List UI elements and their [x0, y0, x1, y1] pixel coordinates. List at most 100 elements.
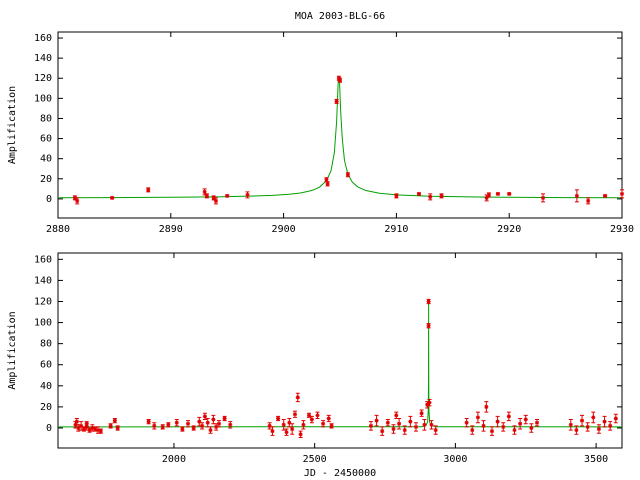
data-point: [301, 422, 306, 427]
y-tick-label: 40: [40, 381, 52, 392]
data-point: [484, 404, 489, 409]
y-tick-label: 20: [40, 174, 52, 185]
data-point: [486, 192, 491, 197]
data-point: [160, 424, 165, 429]
data-point: [222, 416, 227, 421]
data-point: [325, 181, 330, 186]
data-point: [439, 193, 444, 198]
data-point: [481, 423, 486, 428]
data-point: [211, 417, 216, 422]
data-point: [290, 427, 295, 432]
data-point: [228, 422, 233, 427]
data-point: [402, 428, 407, 433]
y-tick-label: 40: [40, 154, 52, 165]
data-point: [329, 423, 334, 428]
x-tick-label: 2930: [610, 224, 634, 235]
data-point: [324, 177, 329, 182]
data-point: [596, 427, 601, 432]
x-tick-label: 2900: [272, 224, 296, 235]
data-point: [315, 413, 320, 418]
data-point: [180, 427, 185, 432]
data-point: [427, 400, 432, 405]
y-tick-label: 0: [46, 423, 52, 434]
x-tick-label: 2890: [159, 224, 183, 235]
data-point: [470, 428, 475, 433]
y-tick-label: 60: [40, 360, 52, 371]
data-point: [152, 423, 157, 428]
data-point: [166, 422, 171, 427]
y-tick-label: 140: [34, 53, 52, 64]
data-point: [374, 418, 379, 423]
data-point: [208, 428, 213, 433]
data-point: [422, 422, 427, 427]
data-point: [529, 425, 534, 430]
y-tick-label: 120: [34, 296, 52, 307]
data-point: [512, 428, 517, 433]
model-curve: [58, 301, 622, 428]
data-point: [84, 421, 89, 426]
data-point: [281, 422, 286, 427]
y-tick-label: 80: [40, 339, 52, 350]
x-tick-label: 2000: [162, 454, 186, 465]
data-point: [326, 416, 331, 421]
data-point: [574, 428, 579, 433]
y-axis-label: Amplification: [7, 311, 18, 389]
data-point: [214, 424, 219, 429]
data-point: [216, 421, 221, 426]
y-tick-label: 120: [34, 73, 52, 84]
data-point: [475, 415, 480, 420]
data-point: [507, 191, 512, 196]
x-axis-label: JD - 2450000: [304, 468, 376, 479]
data-point: [394, 413, 399, 418]
data-point: [295, 395, 300, 400]
data-point: [84, 424, 89, 429]
data-point: [334, 99, 339, 104]
data-point: [428, 194, 433, 199]
y-tick-label: 100: [34, 93, 52, 104]
data-point: [245, 192, 250, 197]
chart-title: MOA 2003-BLG-66: [295, 11, 385, 22]
y-tick-label: 140: [34, 275, 52, 286]
plot-frame: [57, 252, 623, 449]
data-point: [270, 429, 275, 434]
data-point: [464, 420, 469, 425]
data-point: [413, 424, 418, 429]
data-point: [81, 427, 86, 432]
data-point: [95, 428, 100, 433]
data-point: [535, 420, 540, 425]
data-point: [501, 424, 506, 429]
data-point: [603, 193, 608, 198]
data-point: [93, 427, 98, 432]
data-point: [191, 425, 196, 430]
data-point: [568, 422, 573, 427]
y-tick-label: 100: [34, 318, 52, 329]
data-point: [267, 423, 272, 428]
data-point: [309, 417, 314, 422]
x-tick-label: 2880: [46, 224, 70, 235]
data-point: [518, 421, 523, 426]
y-tick-label: 20: [40, 402, 52, 413]
y-tick-label: 160: [34, 33, 52, 44]
data-point: [90, 425, 95, 430]
data-point: [523, 417, 528, 422]
data-point: [110, 195, 115, 200]
data-point: [620, 191, 624, 196]
data-point: [613, 416, 618, 421]
data-point: [574, 193, 579, 198]
data-point: [489, 429, 494, 434]
data-point: [76, 425, 81, 430]
data-point: [425, 402, 430, 407]
data-point: [202, 189, 207, 194]
data-point: [202, 414, 207, 419]
data-point: [108, 423, 113, 428]
data-point: [197, 419, 202, 424]
data-point: [391, 427, 396, 432]
data-point: [298, 432, 303, 437]
data-point: [79, 423, 84, 428]
data-point: [608, 423, 613, 428]
data-point: [321, 421, 326, 426]
data-point: [416, 191, 421, 196]
data-point: [276, 416, 281, 421]
data-point: [115, 425, 120, 430]
